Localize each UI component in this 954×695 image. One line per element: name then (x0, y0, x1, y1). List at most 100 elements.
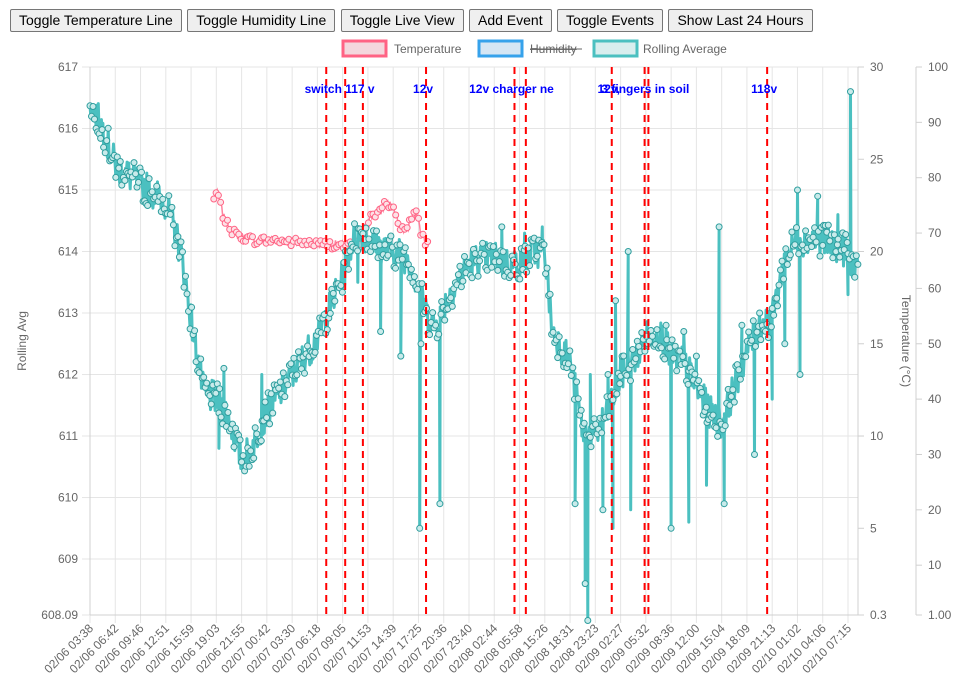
y-temp-tick-label: 0.3 (870, 608, 887, 622)
rolling-average-point (814, 192, 822, 200)
rolling-average-point (847, 88, 854, 96)
legend-item-rolling-average[interactable]: Rolling Average (592, 39, 727, 58)
rolling-average-point (284, 381, 292, 389)
rolling-average-point (101, 149, 109, 157)
rolling-average-point (326, 309, 334, 317)
y-temp-tick-label: 25 (870, 152, 884, 166)
y-left-tick-label: 609 (58, 552, 78, 566)
rolling-average-point (112, 173, 120, 181)
rolling-average-point (554, 354, 562, 362)
rolling-average-point (809, 233, 817, 241)
toggle-temperature-line-button[interactable]: Toggle Temperature Line (10, 9, 182, 32)
rolling-average-point (489, 243, 497, 251)
rolling-average-point (681, 360, 689, 367)
rolling-average-point (429, 309, 437, 317)
rolling-average-point (432, 321, 440, 329)
temperature-point (415, 214, 422, 222)
rolling-average-point (436, 500, 444, 508)
y-left-tick-label: 611 (59, 429, 78, 443)
y-humidity-tick-label: 90 (928, 115, 942, 129)
rolling-average-point (770, 311, 778, 319)
rolling-average-point (171, 242, 179, 250)
rolling-average-point (135, 178, 142, 186)
y-left-tick-label: 616 (58, 122, 78, 136)
rolling-average-point (684, 380, 692, 388)
rolling-average-point (598, 429, 606, 437)
rolling-average-point (488, 263, 496, 271)
y-left-tick-label: 612 (58, 368, 78, 382)
rolling-average-point (842, 231, 850, 238)
legend-item-temperature[interactable]: Temperature (341, 39, 462, 58)
toggle-events-button[interactable]: Toggle Events (557, 9, 663, 32)
rolling-average-point (604, 371, 612, 378)
show-last-24-hours-button[interactable]: Show Last 24 Hours (668, 9, 813, 32)
rolling-average-point (714, 432, 722, 440)
toggle-live-view-button[interactable]: Toggle Live View (340, 9, 464, 32)
rolling-average-point (738, 321, 746, 329)
rolling-average-point (337, 282, 345, 289)
rolling-average-point (698, 388, 706, 396)
rolling-average-point (613, 390, 621, 398)
temperature-point (249, 233, 256, 241)
rolling-average-point (752, 342, 759, 350)
rolling-average-point (153, 182, 161, 190)
rolling-average-point (166, 210, 174, 218)
rolling-average-point (526, 262, 534, 270)
rolling-average-point (670, 354, 678, 362)
rolling-average-point (566, 347, 574, 355)
temperature-point (390, 203, 397, 211)
rolling-average-point (580, 419, 588, 427)
rolling-average-point (773, 294, 781, 302)
y-humidity-tick-label: 40 (928, 392, 942, 406)
legend-item-humidity[interactable]: Humidity (477, 39, 582, 58)
rolling-average-point (498, 223, 506, 231)
rolling-average-point (410, 273, 418, 281)
rolling-average-point (200, 373, 208, 381)
rolling-average-point (144, 202, 152, 209)
rolling-average-point (217, 413, 225, 421)
rolling-average-point (251, 424, 259, 432)
temperature-point (217, 198, 225, 206)
rolling-average-point (104, 124, 112, 132)
add-event-button[interactable]: Add Event (468, 9, 552, 32)
rolling-average-point (177, 238, 185, 246)
rolling-average-point (247, 447, 255, 455)
event-label: 117 v (345, 82, 375, 96)
rolling-average-point (103, 137, 111, 145)
rolling-average-point (323, 326, 331, 334)
rolling-average-point (627, 377, 634, 385)
rolling-average-point (571, 500, 579, 508)
rolling-average-point (495, 258, 503, 266)
rolling-average-point (276, 378, 284, 386)
legend-swatch-rolling-average (592, 39, 639, 58)
toggle-humidity-line-button[interactable]: Toggle Humidity Line (187, 9, 336, 32)
rolling-average-point (590, 415, 598, 423)
rolling-average-point (437, 310, 445, 318)
rolling-average-point (736, 375, 744, 383)
rolling-average-point (767, 323, 775, 331)
y-left-axis-title: Rolling Avg (15, 311, 29, 371)
rolling-average-point (426, 331, 434, 339)
rolling-average-point (702, 403, 710, 411)
rolling-average-point (543, 264, 551, 272)
rolling-average-point (720, 500, 728, 508)
temperature-point (403, 224, 411, 232)
rolling-average-point (632, 355, 640, 363)
rolling-average-point (616, 380, 624, 388)
rolling-average-point (794, 186, 801, 194)
rolling-average-point (174, 233, 182, 241)
rolling-average-point (115, 164, 123, 172)
rolling-average-point (695, 377, 703, 385)
rolling-average-point (584, 617, 592, 624)
rolling-average-point (220, 364, 228, 372)
rolling-average-point (624, 248, 632, 255)
rolling-average-point (581, 580, 589, 588)
legend-swatch-temperature (341, 39, 388, 58)
rolling-average-point (239, 452, 247, 460)
rolling-average-point (188, 303, 196, 311)
rolling-average-point (338, 288, 346, 296)
toolbar: Toggle Temperature Line Toggle Humidity … (10, 9, 814, 33)
y-temp-tick-label: 5 (870, 521, 877, 535)
rolling-average-point (745, 328, 753, 336)
legend-swatch-humidity (477, 39, 524, 58)
